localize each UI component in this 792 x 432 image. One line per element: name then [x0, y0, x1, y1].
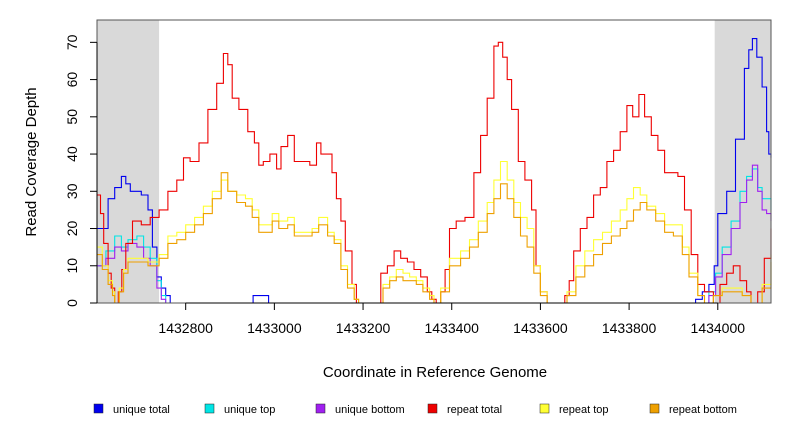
x-tick-label: 1432800 [158, 320, 213, 336]
legend-label-unique-top: unique top [224, 404, 275, 416]
y-tick-label: 60 [64, 72, 80, 88]
x-tick-label: 1433600 [513, 320, 568, 336]
y-tick-label: 70 [64, 34, 80, 50]
legend-swatch-repeat-top [539, 403, 550, 414]
y-axis-title: Read Coverage Depth [23, 87, 40, 236]
legend: unique total unique top unique bottom repea… [93, 403, 737, 416]
y-tick-label: 20 [64, 221, 80, 237]
legend-swatch-repeat-total [427, 403, 438, 414]
y-tick-label: 40 [64, 146, 80, 162]
series-line-repeat-bottom [97, 172, 772, 304]
x-tick-label: 1433200 [336, 320, 391, 336]
x-axis-title: Coordinate in Reference Genome [323, 364, 547, 381]
legend-swatch-unique-top [204, 403, 215, 414]
y-tick-label: 30 [64, 183, 80, 199]
x-tick-label: 1434000 [691, 320, 746, 336]
x-tick-label: 1433800 [602, 320, 657, 336]
legend-label-unique-total: unique total [113, 404, 170, 416]
legend-label-repeat-top: repeat top [559, 404, 609, 416]
legend-label-repeat-bottom: repeat bottom [669, 404, 737, 416]
series-line-repeat-total [97, 41, 772, 304]
legend-label-unique-bottom: unique bottom [335, 404, 405, 416]
legend-label-repeat-total: repeat total [447, 404, 502, 416]
series-group [97, 38, 772, 304]
legend-swatch-repeat-bottom [649, 403, 660, 414]
y-tick-label: 0 [64, 299, 80, 307]
y-axis: 0 10 20 30 40 50 60 70 [64, 34, 98, 307]
legend-swatch-unique-bottom [315, 403, 326, 414]
x-axis: 1432800 1433000 1433200 1433400 1433600 14338… [158, 302, 746, 336]
y-tick-label: 10 [64, 258, 80, 274]
x-tick-label: 1433400 [424, 320, 479, 336]
x-tick-label: 1433000 [247, 320, 302, 336]
shaded-region-0 [97, 20, 160, 303]
y-tick-label: 50 [64, 109, 80, 125]
shaded-region-group [97, 20, 771, 303]
legend-swatch-unique-total [93, 403, 104, 414]
